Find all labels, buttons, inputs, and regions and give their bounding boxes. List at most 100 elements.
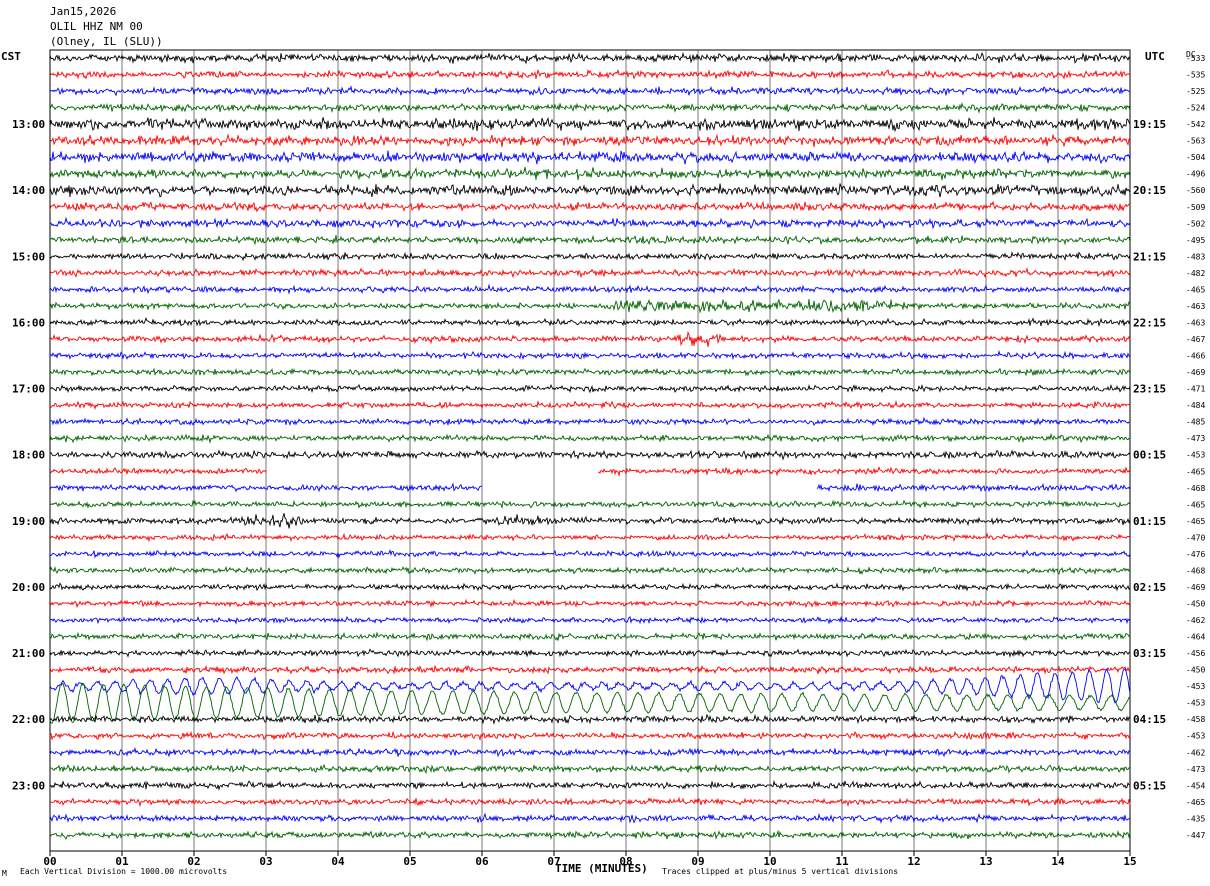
right-hour-label: 01:15 — [1133, 515, 1166, 528]
x-tick-label: 03 — [259, 855, 272, 868]
seismogram-trace — [49, 615, 1131, 625]
right-hour-label: 02:15 — [1133, 581, 1166, 594]
seismogram-trace — [49, 267, 1131, 279]
seismogram-trace — [49, 200, 1131, 213]
dc-offset-label: -560 — [1186, 186, 1205, 195]
dc-offset-label: -495 — [1186, 236, 1205, 245]
seismogram-trace — [49, 234, 1131, 246]
dc-offset-label: -465 — [1186, 500, 1205, 509]
seismogram-trace — [49, 183, 1131, 198]
dc-offset-label: -482 — [1186, 269, 1205, 278]
seismogram-trace — [49, 51, 1131, 65]
dc-offset-label: -456 — [1186, 649, 1205, 658]
seismogram-trace — [49, 283, 1131, 295]
clip-note: Traces clipped at plus/minus 5 vertical … — [662, 867, 899, 876]
dc-offset-label: -468 — [1186, 484, 1205, 493]
seismogram-trace — [49, 367, 1131, 377]
left-hour-label: 17:00 — [12, 383, 45, 396]
trace-group — [49, 51, 1131, 841]
dc-offset-label: -435 — [1186, 814, 1205, 823]
seismogram-trace — [49, 449, 1131, 461]
x-tick-label: 12 — [907, 855, 920, 868]
seismogram-trace — [49, 383, 1131, 394]
seismogram-trace — [49, 416, 1130, 427]
seismogram-trace — [49, 482, 1131, 493]
right-hour-label: 05:15 — [1133, 779, 1166, 792]
dc-offset-label: -453 — [1186, 732, 1205, 741]
seismogram-trace — [49, 84, 1131, 97]
seismogram-trace — [49, 116, 1131, 133]
dc-offset-label: -463 — [1186, 318, 1205, 327]
dc-offset-label: -450 — [1186, 599, 1205, 608]
right-hour-label: 00:15 — [1133, 449, 1166, 462]
right-hour-label: 21:15 — [1133, 250, 1166, 263]
dc-offset-label: -462 — [1186, 616, 1205, 625]
seismogram-trace — [49, 631, 1131, 642]
left-hour-label: 18:00 — [12, 449, 45, 462]
dc-offset-label: -542 — [1186, 120, 1205, 129]
dc-offset-label: -453 — [1186, 451, 1205, 460]
corner-mark: M — [2, 869, 7, 878]
seismogram-trace — [49, 549, 1131, 559]
seismogram-trace — [49, 251, 1131, 262]
header-date: Jan15,2026 — [50, 5, 117, 18]
x-tick-label: 07 — [547, 855, 560, 868]
dc-offset-label: -484 — [1186, 401, 1205, 410]
right-hour-label: 04:15 — [1133, 713, 1166, 726]
x-tick-label: 14 — [1051, 855, 1065, 868]
seismogram-trace — [49, 149, 1131, 165]
seismogram-trace — [49, 598, 1131, 609]
seismogram-trace — [49, 682, 1131, 724]
dc-offset-label: -509 — [1186, 203, 1205, 212]
seismogram-trace — [49, 101, 1131, 114]
dc-offset-label: -563 — [1186, 137, 1205, 146]
dc-offset-label: -462 — [1186, 748, 1205, 757]
left-timezone-label: CST — [1, 50, 21, 63]
dc-offset-label: -465 — [1186, 467, 1205, 476]
left-hour-label: 21:00 — [12, 647, 45, 660]
x-tick-label: 11 — [835, 855, 849, 868]
left-hour-label: 23:00 — [12, 779, 45, 792]
axis-labels: 00 01 02 03 04 05 06 07 08 09 10 11 12 13 14 15 -533 -535… — [12, 54, 1205, 868]
seismogram-trace — [49, 664, 1131, 676]
dc-offset-label: -466 — [1186, 352, 1205, 361]
seismogram-trace — [49, 298, 1131, 314]
seismogram-trace — [49, 133, 1131, 148]
left-hour-label: 13:00 — [12, 118, 45, 131]
seismogram-trace — [49, 730, 1131, 742]
seismogram-trace — [49, 667, 1131, 704]
dc-offset-label: -453 — [1186, 682, 1205, 691]
x-tick-label: 05 — [403, 855, 416, 868]
dc-offset-label: -447 — [1186, 831, 1205, 840]
dc-offset-label: -471 — [1186, 385, 1205, 394]
dc-offset-label: -496 — [1186, 170, 1205, 179]
x-tick-label: 02 — [187, 855, 200, 868]
left-hour-label: 15:00 — [12, 250, 45, 263]
dc-offset-label: -525 — [1186, 87, 1205, 96]
dc-offset-label: -450 — [1186, 666, 1205, 675]
dc-offset-label: -533 — [1186, 54, 1205, 63]
header-location: (Olney, IL (SLU)) — [50, 35, 163, 48]
x-tick-label: 10 — [763, 855, 776, 868]
seismogram-trace — [49, 166, 1131, 181]
seismogram-trace — [49, 499, 1131, 510]
dc-column-label: DC — [1186, 50, 1196, 59]
dc-offset-label: -535 — [1186, 71, 1205, 80]
dc-offset-label: -468 — [1186, 566, 1205, 575]
dc-offset-label: -465 — [1186, 798, 1205, 807]
x-tick-label: 04 — [331, 855, 345, 868]
dc-offset-label: -465 — [1186, 517, 1205, 526]
dc-offset-label: -473 — [1186, 434, 1205, 443]
dc-offset-label: -470 — [1186, 533, 1205, 542]
x-tick-label: 06 — [475, 855, 489, 868]
dc-offset-label: -485 — [1186, 418, 1205, 427]
dc-offset-label: -502 — [1186, 219, 1205, 228]
x-tick-label: 00 — [43, 855, 56, 868]
x-tick-label: 09 — [691, 855, 704, 868]
x-tick-label: 01 — [115, 855, 129, 868]
dc-offset-label: -469 — [1186, 368, 1205, 377]
seismogram-trace — [49, 317, 1131, 328]
seismogram-trace — [49, 216, 1131, 230]
dc-offset-label: -458 — [1186, 715, 1205, 724]
seismogram-trace — [49, 68, 1131, 80]
